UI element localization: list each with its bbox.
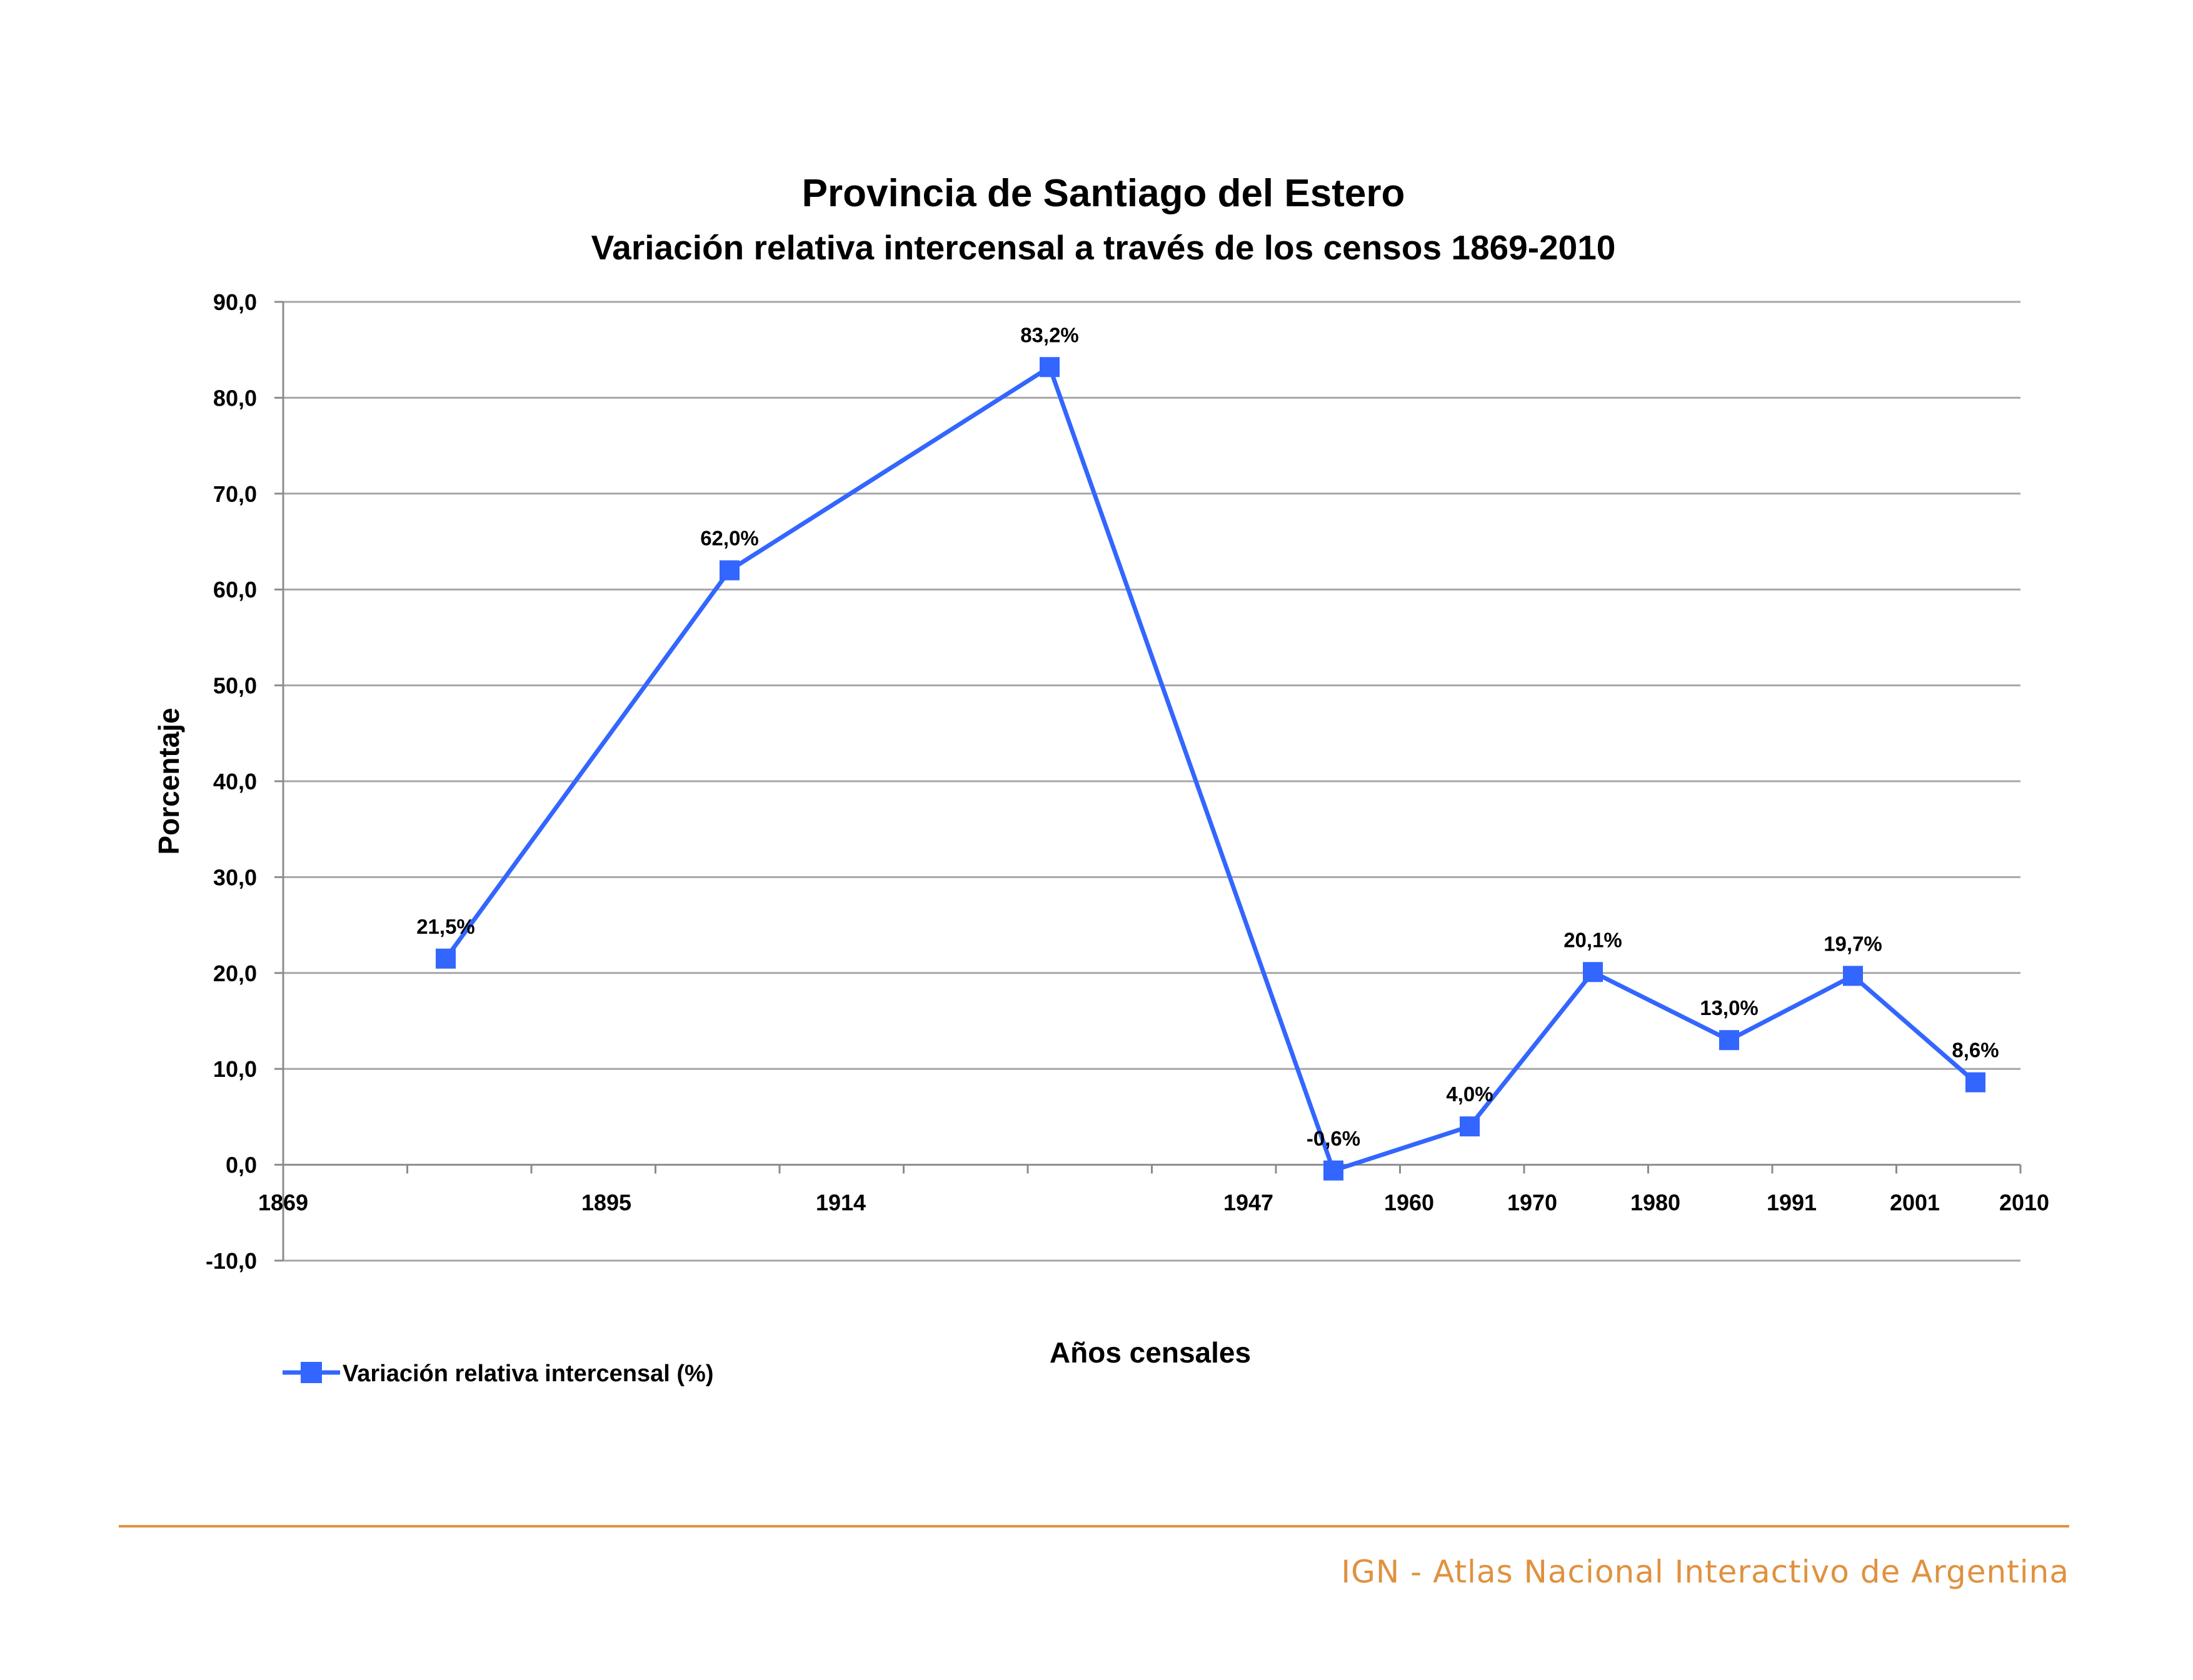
- x-tick-label: 1869: [258, 1190, 308, 1216]
- chart-subtitle: Variación relativa intercensal a través …: [591, 228, 1616, 267]
- data-point-marker: [1460, 1116, 1480, 1137]
- data-label: 19,7%: [1824, 932, 1882, 955]
- data-labels: 21,5% 62,0% 83,2% -0,6% 4,0% 20,1% 13,0% 19,7% 8…: [416, 323, 1999, 1149]
- data-point-marker: [1965, 1072, 1985, 1092]
- data-point-marker: [720, 560, 740, 581]
- footer-divider: [119, 1525, 2069, 1528]
- x-tick-label: 2001: [1890, 1190, 1940, 1216]
- data-label: 21,5%: [416, 915, 475, 938]
- y-tick-label: 70,0: [213, 481, 257, 507]
- data-label: -0,6%: [1307, 1127, 1360, 1150]
- x-tick-label: 2010: [1999, 1190, 2049, 1216]
- y-tick-label: 20,0: [213, 961, 257, 986]
- data-label: 4,0%: [1446, 1082, 1493, 1106]
- y-axis-label: Porcentaje: [153, 708, 185, 854]
- data-point-marker: [436, 948, 456, 969]
- chart-title: Provincia de Santiago del Estero: [802, 172, 1405, 215]
- y-tick-label: 80,0: [213, 385, 257, 411]
- data-point-marker: [1843, 966, 1863, 986]
- x-tick-label: 1947: [1223, 1190, 1273, 1216]
- legend-label: Variación relativa intercensal (%): [343, 1361, 714, 1387]
- axes: [274, 301, 2022, 1262]
- series-line: [436, 357, 1985, 1181]
- data-point-marker: [1583, 962, 1603, 982]
- legend: Variación relativa intercensal (%): [283, 1361, 714, 1387]
- x-tick-labels: 1869 1895 1914 1947 1960 1970 1980 1991 2001 2010: [258, 1190, 2049, 1216]
- x-tick-label: 1980: [1630, 1190, 1680, 1216]
- data-point-marker: [1719, 1030, 1739, 1051]
- x-tick-label: 1960: [1384, 1190, 1434, 1216]
- x-tick-label: 1914: [816, 1190, 866, 1216]
- gridlines: [283, 301, 2020, 1262]
- data-label: 8,6%: [1952, 1039, 1999, 1062]
- y-tick-label: 40,0: [213, 769, 257, 794]
- footer-credit: IGN - Atlas Nacional Interactivo de Arge…: [1341, 1554, 2069, 1590]
- data-label: 83,2%: [1020, 323, 1079, 346]
- data-label: 13,0%: [1700, 996, 1759, 1019]
- x-tick-label: 1895: [581, 1190, 631, 1216]
- legend-marker-swatch: [301, 1362, 322, 1383]
- y-tick-label: 50,0: [213, 673, 257, 699]
- data-label: 20,1%: [1563, 928, 1622, 951]
- data-label: 62,0%: [700, 527, 759, 550]
- y-tick-labels: 90,0 80,0 70,0 60,0 50,0 40,0 30,0 20,0 10,0 0,0 -…: [206, 289, 257, 1274]
- y-tick-label: -10,0: [206, 1248, 257, 1274]
- y-tick-label: 90,0: [213, 289, 257, 315]
- x-tick-label: 1970: [1507, 1190, 1557, 1216]
- x-axis-label: Años censales: [1050, 1336, 1251, 1369]
- series-polyline: [444, 364, 1977, 1173]
- y-tick-label: 10,0: [213, 1056, 257, 1082]
- y-tick-label: 60,0: [213, 577, 257, 602]
- data-point-marker: [1040, 357, 1060, 378]
- y-tick-label: 30,0: [213, 864, 257, 890]
- x-tick-label: 1991: [1767, 1190, 1817, 1216]
- y-tick-label: 0,0: [226, 1152, 257, 1178]
- data-point-marker: [1323, 1160, 1343, 1181]
